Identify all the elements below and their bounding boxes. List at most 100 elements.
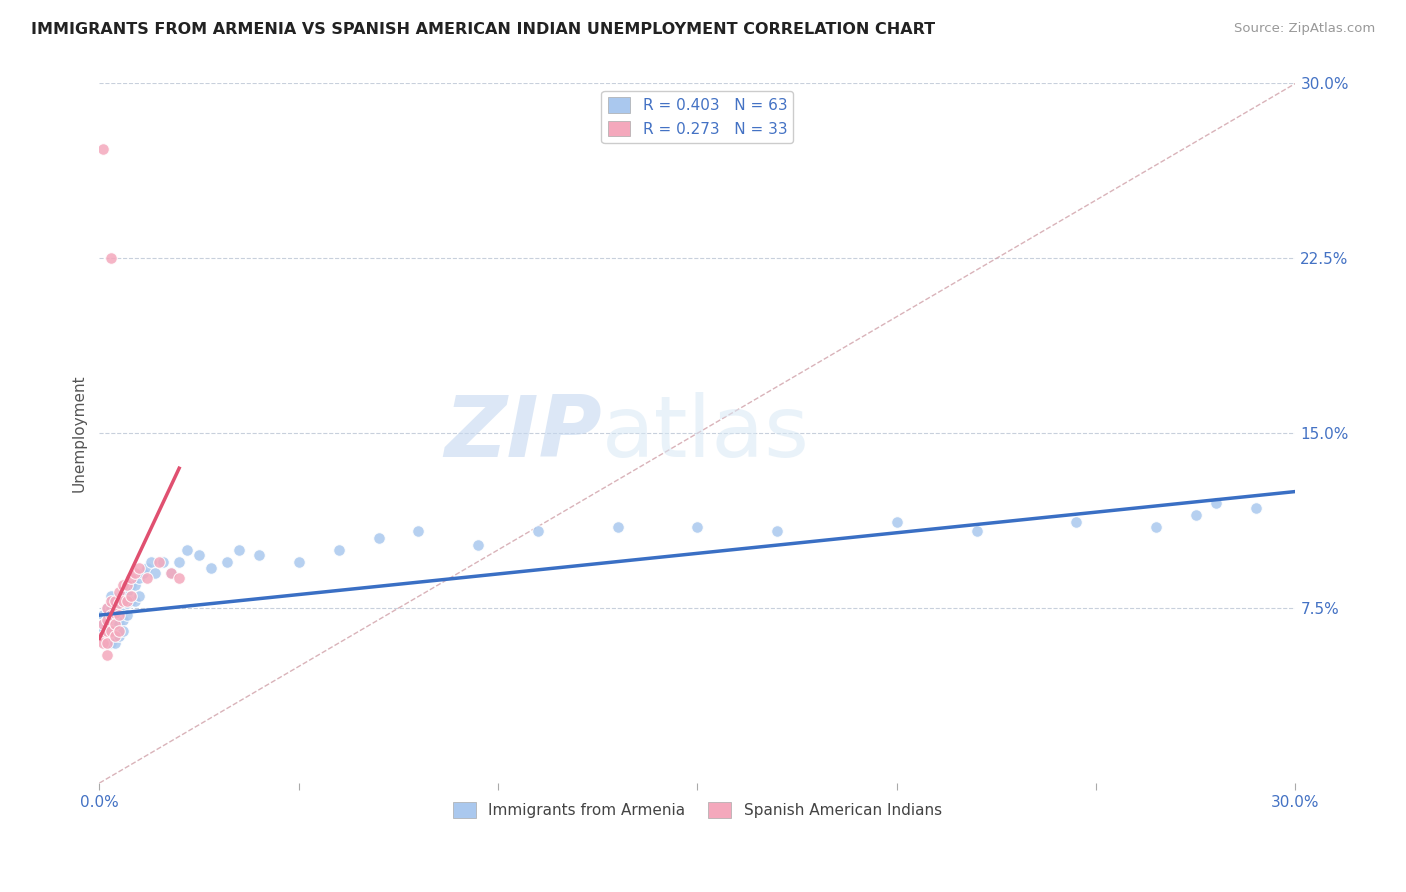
Point	[128, 561, 150, 575]
Point	[148, 554, 170, 568]
Point	[117, 608, 139, 623]
Point	[606, 519, 628, 533]
Point	[93, 142, 115, 156]
Point	[686, 519, 709, 533]
Point	[108, 624, 131, 639]
Point	[141, 554, 163, 568]
Point	[96, 636, 118, 650]
Point	[120, 594, 142, 608]
Point	[104, 636, 127, 650]
Point	[104, 606, 127, 620]
Point	[132, 566, 155, 581]
Point	[160, 566, 183, 581]
Text: atlas: atlas	[602, 392, 810, 475]
Point	[966, 524, 988, 538]
Point	[766, 524, 789, 538]
Point	[108, 629, 131, 643]
Point	[96, 601, 118, 615]
Point	[1064, 515, 1087, 529]
Point	[124, 578, 146, 592]
Point	[287, 554, 309, 568]
Point	[247, 548, 270, 562]
Point	[96, 613, 118, 627]
Point	[104, 613, 127, 627]
Point	[104, 601, 127, 615]
Point	[367, 531, 389, 545]
Point	[96, 624, 118, 639]
Point	[1144, 519, 1167, 533]
Text: IMMIGRANTS FROM ARMENIA VS SPANISH AMERICAN INDIAN UNEMPLOYMENT CORRELATION CHAR: IMMIGRANTS FROM ARMENIA VS SPANISH AMERI…	[31, 22, 935, 37]
Point	[104, 624, 127, 639]
Point	[167, 554, 190, 568]
Text: Source: ZipAtlas.com: Source: ZipAtlas.com	[1234, 22, 1375, 36]
Point	[228, 542, 250, 557]
Point	[96, 648, 118, 662]
Point	[104, 617, 127, 632]
Point	[93, 624, 115, 639]
Point	[112, 624, 135, 639]
Legend: Immigrants from Armenia, Spanish American Indians: Immigrants from Armenia, Spanish America…	[447, 797, 948, 824]
Point	[96, 624, 118, 639]
Point	[96, 613, 118, 627]
Point	[100, 636, 122, 650]
Point	[96, 636, 118, 650]
Point	[108, 617, 131, 632]
Point	[93, 636, 115, 650]
Point	[167, 571, 190, 585]
Point	[136, 561, 159, 575]
Point	[100, 590, 122, 604]
Point	[112, 594, 135, 608]
Point	[96, 601, 118, 615]
Point	[93, 608, 115, 623]
Point	[112, 613, 135, 627]
Text: ZIP: ZIP	[444, 392, 602, 475]
Point	[160, 566, 183, 581]
Point	[143, 566, 166, 581]
Point	[120, 571, 142, 585]
Point	[124, 594, 146, 608]
Point	[176, 542, 198, 557]
Point	[108, 594, 131, 608]
Point	[104, 629, 127, 643]
Point	[886, 515, 908, 529]
Point	[93, 617, 115, 632]
Point	[112, 601, 135, 615]
Point	[93, 617, 115, 632]
Point	[112, 578, 135, 592]
Point	[152, 554, 174, 568]
Point	[100, 594, 122, 608]
Point	[128, 590, 150, 604]
Point	[1244, 500, 1267, 515]
Point	[100, 601, 122, 615]
Point	[120, 578, 142, 592]
Point	[96, 617, 118, 632]
Point	[100, 624, 122, 639]
Point	[527, 524, 550, 538]
Point	[108, 608, 131, 623]
Point	[108, 597, 131, 611]
Point	[117, 584, 139, 599]
Point	[136, 571, 159, 585]
Point	[124, 566, 146, 581]
Y-axis label: Unemployment: Unemployment	[72, 375, 86, 492]
Point	[100, 613, 122, 627]
Point	[328, 542, 350, 557]
Point	[120, 590, 142, 604]
Point	[93, 629, 115, 643]
Point	[112, 590, 135, 604]
Point	[188, 548, 211, 562]
Point	[104, 594, 127, 608]
Point	[200, 561, 222, 575]
Point	[117, 578, 139, 592]
Point	[467, 538, 489, 552]
Point	[108, 584, 131, 599]
Point	[108, 606, 131, 620]
Point	[408, 524, 430, 538]
Point	[100, 624, 122, 639]
Point	[117, 594, 139, 608]
Point	[128, 571, 150, 585]
Point	[215, 554, 238, 568]
Point	[1184, 508, 1206, 522]
Point	[100, 608, 122, 623]
Point	[100, 252, 122, 266]
